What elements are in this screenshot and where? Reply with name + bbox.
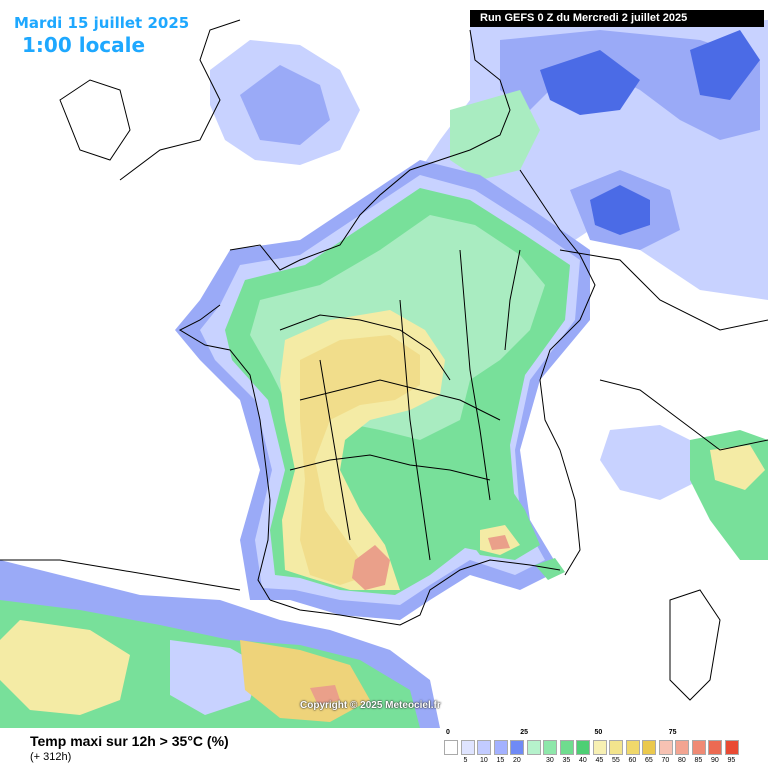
legend-swatch: [691, 740, 706, 755]
legend-minor-label: 85: [694, 757, 703, 764]
legend-swatch: [609, 740, 623, 755]
legend-swatch: [460, 740, 475, 755]
legend-minor-label: 5: [463, 757, 468, 764]
probability-map: [0, 19, 768, 728]
legend-major-label: 25: [520, 729, 529, 736]
legend-swatch: [493, 740, 508, 755]
legend-minor-label: 35: [562, 757, 571, 764]
forecast-lead-time: (+ 312h): [30, 751, 72, 763]
legend-minor-label: 95: [727, 757, 736, 764]
legend-major-label: 50: [594, 729, 603, 736]
legend-minor-label: 65: [645, 757, 653, 764]
legend-minor-label: 15: [496, 757, 505, 764]
legend-swatch: [543, 740, 557, 755]
legend-swatch: [559, 740, 574, 755]
forecast-date: Mardi 15 juillet 2025: [14, 14, 190, 32]
legend-swatch: [576, 740, 590, 755]
legend-swatch: [526, 740, 541, 755]
legend-swatch: [510, 740, 524, 755]
footer-panel: Temp maxi sur 12h > 35°C (%) (+ 312h) 0 2…: [0, 728, 768, 768]
legend-minor-label: 60: [628, 757, 637, 764]
legend-minor-label: 80: [678, 757, 686, 764]
legend-swatch: [592, 740, 607, 755]
legend-minor-label: 10: [480, 757, 488, 764]
legend-major-label: 0: [446, 729, 450, 736]
map-title: Temp maxi sur 12h > 35°C (%): [30, 733, 229, 749]
model-run-label: Run GEFS 0 Z du Mercredi 2 juillet 2025: [470, 10, 764, 27]
legend-major-label: 75: [668, 729, 677, 736]
legend-minor-label: 70: [661, 757, 670, 764]
legend-swatch: [708, 740, 722, 755]
legend-minor-label: 40: [579, 757, 587, 764]
legend-swatch: [444, 740, 458, 755]
legend-swatch: [625, 740, 640, 755]
legend-minor-label: 20: [513, 757, 521, 764]
legend-minor-label: 30: [546, 757, 554, 764]
legend-swatch: [675, 740, 689, 755]
legend-minor-label: 55: [612, 757, 620, 764]
legend-swatch: [642, 740, 656, 755]
forecast-local-time: 1:00 locale: [22, 33, 146, 57]
legend-swatch: [477, 740, 491, 755]
copyright-text: Copyright © 2025 Meteociel.fr: [300, 700, 441, 711]
legend-minor-label: 90: [711, 757, 719, 764]
borders: [0, 19, 768, 701]
legend-swatch: [724, 740, 739, 755]
legend-swatch: [658, 740, 673, 755]
color-legend: 0 25 50 75 5 10 15 20 30 35 40 45 55 60 65 70 80 85 90 95: [444, 728, 764, 768]
legend-minor-label: 45: [595, 757, 604, 764]
